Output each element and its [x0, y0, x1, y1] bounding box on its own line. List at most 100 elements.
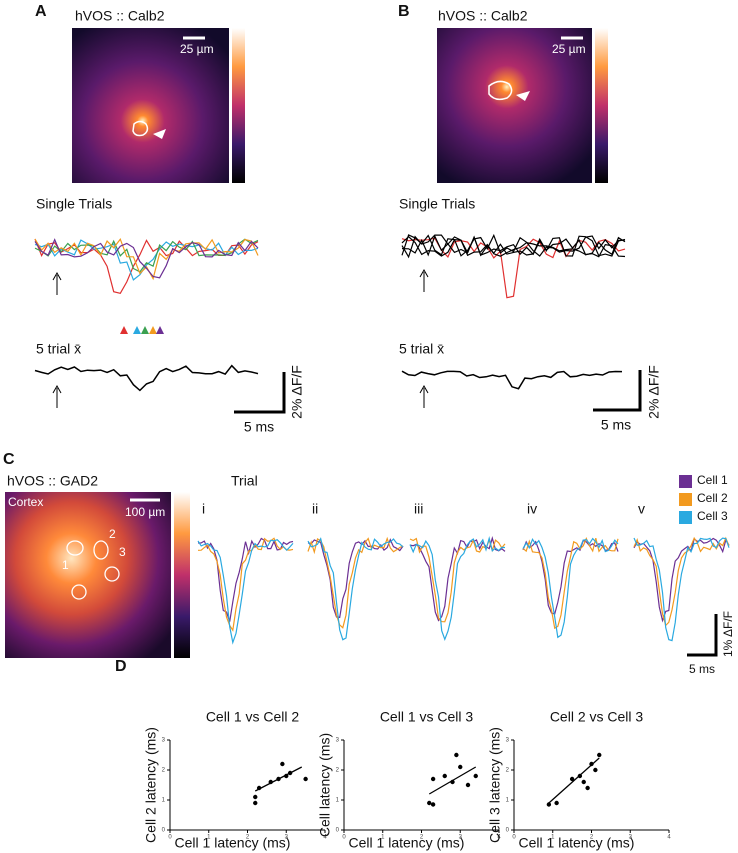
image	[72, 28, 229, 183]
trace	[633, 537, 730, 642]
y-tick-label: 0	[506, 828, 510, 834]
trial-traces: i ii iii iv v	[197, 501, 730, 645]
trace	[307, 537, 404, 641]
y-tick-label: 3	[506, 738, 510, 744]
panel-letter: A	[35, 3, 47, 20]
y-tick-label: 3	[336, 738, 340, 744]
legend-swatch	[679, 511, 692, 524]
trace	[409, 536, 506, 622]
scale-bars	[593, 370, 642, 412]
colorbar	[595, 28, 608, 183]
point	[473, 773, 478, 779]
trial-label: iv	[527, 501, 537, 517]
cell-label: 2	[109, 527, 116, 541]
single-traces	[401, 233, 626, 299]
trace	[633, 537, 730, 623]
x-tick-label: 4	[497, 835, 501, 841]
onset-markers	[120, 326, 164, 334]
trace	[401, 235, 626, 257]
trace	[197, 539, 294, 645]
y-tick-label: 2	[506, 768, 510, 774]
trial-label: i	[202, 501, 205, 517]
roi	[132, 120, 149, 137]
point	[465, 782, 471, 788]
trace	[401, 234, 626, 257]
region-label: Cortex	[8, 495, 43, 509]
y-tick-label: 0	[336, 828, 340, 834]
trace	[633, 536, 730, 627]
x-axis-label: Cell 1 latency (ms)	[519, 835, 635, 851]
point	[569, 776, 575, 782]
arrow	[52, 384, 62, 394]
point	[554, 800, 559, 806]
section-label: Single Trials	[36, 196, 112, 212]
section-label: 5 trial x̄	[399, 341, 444, 357]
point	[430, 802, 436, 807]
point	[585, 785, 590, 791]
arrow	[419, 384, 429, 394]
scale-bars	[687, 614, 718, 657]
cell-label: 1	[62, 558, 69, 572]
point	[581, 779, 586, 785]
trace	[34, 364, 259, 392]
y-tick-label: 3	[162, 738, 166, 744]
arrowhead	[516, 91, 530, 101]
trace	[34, 238, 259, 279]
plot-title: Cell 1 vs Cell 2	[206, 709, 300, 725]
legend: Cell 1 Cell 2 Cell 3	[679, 473, 728, 524]
trace	[522, 536, 619, 630]
section-label: Trial	[231, 473, 258, 489]
point	[303, 776, 308, 782]
scale-label: 100 µm	[125, 505, 165, 519]
image	[437, 28, 592, 183]
point	[427, 800, 432, 806]
trace	[34, 239, 259, 281]
y-tick-label: 0	[162, 828, 166, 834]
trace	[401, 237, 626, 299]
trace	[34, 238, 259, 273]
legend-label: Cell 1	[697, 473, 728, 487]
x-tick-label: 2	[590, 835, 594, 841]
x-tick-label: 2	[420, 835, 424, 841]
point	[253, 800, 258, 806]
image-title: hVOS :: Calb2	[75, 8, 165, 24]
mean-trace	[401, 370, 623, 390]
point	[280, 761, 285, 767]
point	[442, 773, 447, 779]
trace	[409, 535, 506, 642]
colorbar	[174, 492, 190, 658]
trace	[307, 536, 404, 629]
colorbar	[232, 28, 245, 183]
x-tick-label: 0	[342, 835, 346, 841]
legend-swatch	[679, 475, 692, 488]
scale-label: 5 ms	[244, 419, 274, 435]
section-label: Single Trials	[399, 196, 475, 212]
scale-label: 2% ΔF/F	[646, 365, 662, 419]
x-tick-label: 2	[246, 835, 250, 841]
trace	[522, 537, 619, 639]
y-tick-label: 1	[162, 798, 166, 804]
trace	[401, 370, 623, 390]
scale-label: 2% ΔF/F	[289, 365, 305, 419]
trial-label: v	[638, 501, 645, 517]
scale-label: 5 ms	[689, 662, 715, 676]
x-tick-label: 1	[381, 835, 385, 841]
panel-letter: D	[115, 658, 127, 675]
rois	[66, 540, 120, 600]
fit-line	[254, 766, 303, 792]
legend-label: Cell 3	[697, 509, 728, 523]
arrowhead	[153, 129, 166, 139]
x-tick-label: 3	[285, 835, 289, 841]
arrow	[52, 271, 62, 281]
panel-letter: C	[3, 451, 15, 468]
point	[458, 764, 463, 770]
y-tick-label: 1	[506, 798, 510, 804]
x-tick-label: 4	[667, 835, 671, 841]
x-tick-label: 3	[629, 835, 633, 841]
cell-label: 3	[119, 545, 126, 559]
trace	[522, 539, 619, 615]
trace	[197, 537, 294, 632]
x-tick-label: 1	[207, 835, 211, 841]
panel-letter: B	[398, 3, 410, 20]
